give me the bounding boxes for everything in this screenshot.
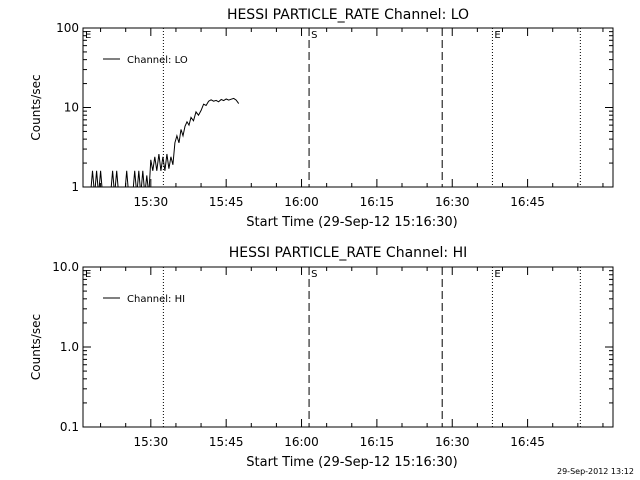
y-tick-label: 0.1 xyxy=(60,420,79,434)
y-axis-label: Counts/sec xyxy=(29,314,43,380)
x-tick-label: 15:45 xyxy=(209,435,244,449)
plot-frame xyxy=(82,266,614,428)
event-marker-label: E xyxy=(494,269,500,280)
x-tick-label: 15:45 xyxy=(209,195,244,209)
y-tick-label: 10.0 xyxy=(52,260,79,274)
y-tick-label: 1.0 xyxy=(60,340,79,354)
y-tick-label: 10 xyxy=(64,101,79,115)
event-marker-label: E xyxy=(85,30,91,41)
x-tick-label: 16:45 xyxy=(510,435,545,449)
footer-timestamp: 29-Sep-2012 13:12 xyxy=(557,467,634,476)
plot-frame xyxy=(82,27,614,188)
x-tick-label: 16:30 xyxy=(435,435,470,449)
x-tick-label: 16:00 xyxy=(284,435,319,449)
x-tick-label: 15:30 xyxy=(134,435,169,449)
y-tick-label: 1 xyxy=(71,180,79,194)
x-tick-label: 16:15 xyxy=(360,435,395,449)
event-marker-label: E xyxy=(85,269,91,280)
legend-label: Channel: HI xyxy=(127,294,185,305)
legend-label: Channel: LO xyxy=(127,55,188,66)
chart-title: HESSI PARTICLE_RATE Channel: HI xyxy=(229,245,467,261)
y-tick-label: 100 xyxy=(56,21,79,35)
x-tick-label: 16:45 xyxy=(510,195,545,209)
x-tick-label: 16:30 xyxy=(435,195,470,209)
x-tick-label: 15:30 xyxy=(134,195,169,209)
event-marker-label: S xyxy=(311,269,317,280)
chart-panel-lo: HESSI PARTICLE_RATE Channel: LO 1 10 100 15:… xyxy=(29,7,614,230)
x-axis-label: Start Time (29-Sep-12 15:16:30) xyxy=(246,455,457,470)
x-axis-label: Start Time (29-Sep-12 15:16:30) xyxy=(246,215,457,230)
x-tick-label: 16:00 xyxy=(284,195,319,209)
event-marker-label: S xyxy=(311,30,317,41)
chart-panel-hi: HESSI PARTICLE_RATE Channel: HI 0.1 1.0 10.… xyxy=(29,245,614,470)
x-tick-label: 16:15 xyxy=(360,195,395,209)
event-marker-label: E xyxy=(494,30,500,41)
chart-title: HESSI PARTICLE_RATE Channel: LO xyxy=(227,7,469,23)
y-axis-label: Counts/sec xyxy=(29,74,43,140)
series-line-0 xyxy=(90,97,240,187)
